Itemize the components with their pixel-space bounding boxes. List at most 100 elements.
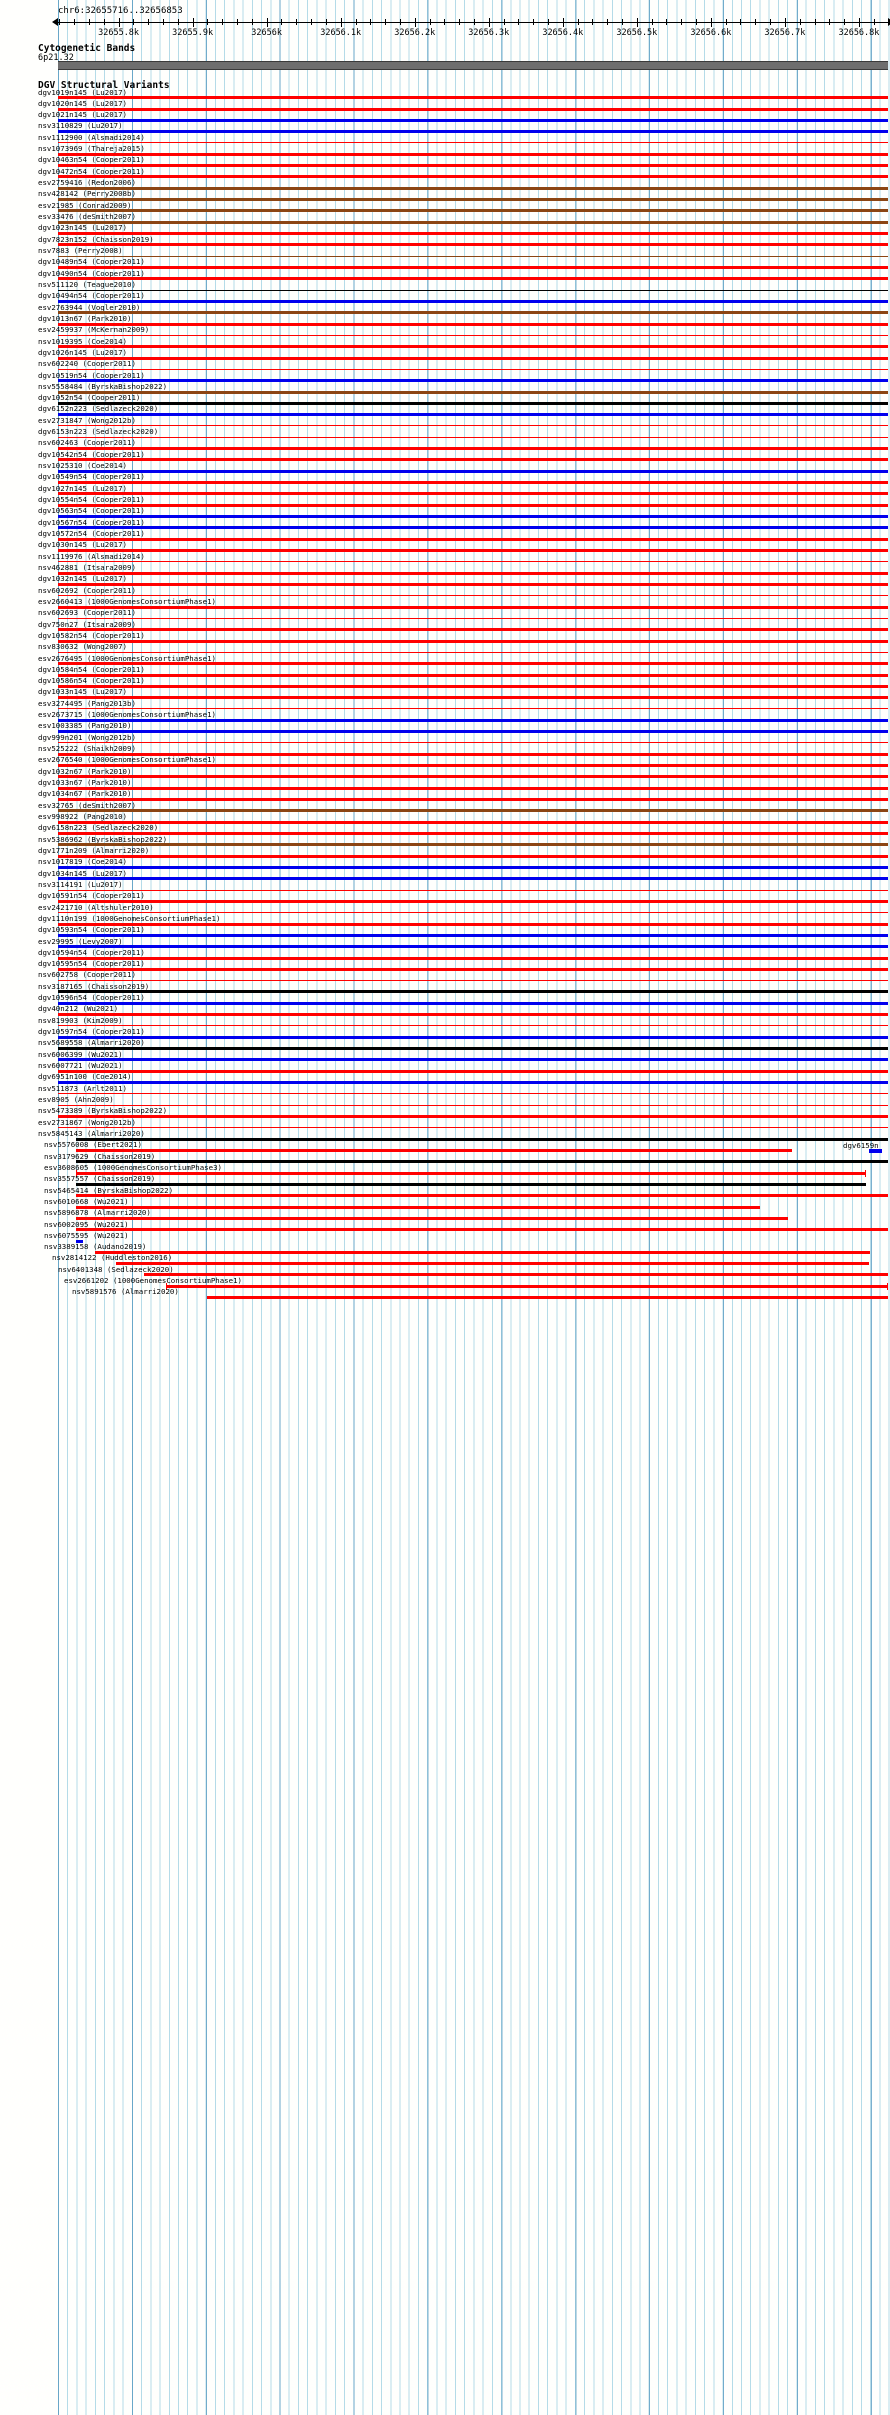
variant-feature-bar[interactable] — [58, 107, 888, 111]
variant-track-row[interactable]: esv8905 (Ahn2009) — [0, 1095, 890, 1107]
variant-feature-bar[interactable] — [58, 651, 888, 653]
variant-track-row[interactable]: dgv999n201 (Wong2012b) — [0, 733, 890, 745]
variant-track-row[interactable]: dgv10596n54 (Cooper2011) — [0, 994, 890, 1005]
variant-track-row[interactable]: esv2763944 (Vogler2010) — [0, 303, 890, 315]
variant-track-row[interactable]: dgv10554n54 (Cooper2011) — [0, 496, 890, 507]
variant-track-row[interactable]: nsv511120 (Teague2010) — [0, 280, 890, 292]
variant-feature-bar[interactable] — [76, 1239, 83, 1243]
variant-feature-bar[interactable] — [58, 447, 888, 451]
variant-feature-bar[interactable] — [58, 798, 888, 802]
variant-track-row[interactable]: dgv10595n54 (Cooper2011) — [0, 960, 890, 971]
variant-track-row[interactable]: nsv5896878 (Almarri2020) — [0, 1209, 890, 1220]
variant-track-row[interactable]: nsv6006399 (Wu2021) — [0, 1050, 890, 1062]
variant-track-row[interactable]: esv2660413 (1000GenomesConsortiumPhase1) — [0, 597, 890, 609]
variant-feature-bar[interactable] — [58, 379, 888, 383]
variant-track-row[interactable]: dgv10593n54 (Cooper2011) — [0, 926, 890, 937]
variant-feature-bar[interactable] — [76, 1228, 888, 1232]
variant-feature-bar[interactable] — [58, 889, 888, 891]
variant-track-row[interactable]: nsv602693 (Cooper2011) — [0, 609, 890, 620]
variant-feature-bar[interactable] — [76, 1182, 866, 1186]
variant-feature-bar[interactable] — [58, 832, 888, 836]
ruler-arrow-right-icon[interactable] — [888, 18, 890, 26]
variant-feature-bar[interactable] — [58, 605, 888, 609]
variant-feature-bar[interactable] — [58, 345, 888, 349]
variant-feature-bar[interactable] — [58, 1025, 888, 1027]
variant-track-row[interactable]: dgv1023n145 (Lu2017) — [0, 224, 890, 236]
variant-track-row[interactable]: dgv1052n54 (Cooper2011) — [0, 394, 890, 405]
variant-track-row[interactable]: dgv1027n145 (Lu2017) — [0, 484, 890, 496]
variant-feature-bar[interactable] — [58, 481, 888, 485]
variant-feature-bar[interactable] — [58, 718, 888, 722]
variant-feature-bar[interactable] — [76, 1205, 761, 1209]
variant-feature-bar[interactable] — [58, 232, 888, 236]
variant-feature-bar[interactable] — [58, 730, 888, 734]
variant-feature-bar[interactable] — [58, 152, 888, 156]
variant-feature-bar[interactable] — [58, 662, 888, 666]
variant-track-row[interactable]: dgv10472n54 (Cooper2011) — [0, 167, 890, 179]
variant-feature-bar[interactable] — [58, 289, 888, 291]
variant-feature-bar[interactable] — [58, 933, 888, 937]
variant-track-row[interactable]: dgv10563n54 (Cooper2011) — [0, 507, 890, 519]
variant-feature-bar[interactable] — [58, 458, 888, 462]
variant-track-row[interactable]: nsv3389158 (Audano2019) — [0, 1243, 890, 1254]
variant-track-row[interactable]: dgv40n212 (Wu2021) — [0, 1005, 890, 1017]
variant-feature-bar[interactable] — [58, 220, 888, 224]
variant-track-row[interactable]: dgv1771n209 (Almarri2020) — [0, 846, 890, 858]
variant-track-row[interactable]: nsv3187165 (Chaisson2019) — [0, 982, 890, 994]
variant-track-row[interactable]: nsv830632 (Wong2007) — [0, 643, 890, 654]
variant-track-row[interactable]: esv3274495 (Pang2013b) — [0, 699, 890, 711]
coordinate-ruler[interactable]: 32655.8k 32655.9k 32656k 32656.1k 32656.2k 32… — [52, 18, 890, 40]
variant-feature-bar[interactable] — [58, 175, 888, 179]
variant-feature-bar[interactable] — [144, 1273, 888, 1277]
variant-track-row[interactable]: nsv1112900 (Alsmadi2014) — [0, 133, 890, 145]
variant-feature-bar[interactable] — [58, 967, 888, 971]
variant-track-row[interactable]: nsv5473389 (ByrskaBishop2022) — [0, 1107, 890, 1119]
variant-feature-bar[interactable] — [95, 1250, 870, 1254]
cytogenetic-band-bar[interactable] — [58, 61, 888, 70]
variant-feature-bar[interactable] — [58, 1127, 888, 1129]
variant-track-row[interactable]: nsv462881 (Itsara2009) — [0, 563, 890, 575]
variant-track-row[interactable]: dgv6951n100 (Coe2014) — [0, 1073, 890, 1085]
variant-track-row[interactable]: dgv1033n145 (Lu2017) — [0, 688, 890, 700]
variant-track-row[interactable]: esv2673715 (1000GenomesConsortiumPhase1) — [0, 711, 890, 722]
variant-track-row[interactable]: esv2661202 (1000GenomesConsortiumPhase1) — [0, 1277, 890, 1290]
variant-track-row[interactable]: nsv6002095 (Wu2021) — [0, 1220, 890, 1232]
variant-track-row[interactable]: dgv10586n54 (Cooper2011) — [0, 677, 890, 688]
variant-feature-bar[interactable] — [58, 595, 888, 597]
variant-track-row[interactable]: nsv602692 (Cooper2011) — [0, 586, 890, 598]
variant-track-row[interactable]: nsv3114191 (Lu2017) — [0, 880, 890, 892]
variant-feature-bar[interactable] — [58, 1081, 888, 1085]
variant-track-row[interactable]: nsv5845143 (Almarri2020) — [0, 1129, 890, 1141]
variant-feature-bar[interactable] — [58, 1115, 888, 1119]
variant-feature-bar[interactable] — [58, 843, 888, 847]
variant-track-row[interactable]: nsv5891576 (Almarri2020) — [0, 1288, 890, 1300]
variant-track-row[interactable]: nsv1019395 (Coe2014) — [0, 337, 890, 349]
variant-track-row[interactable]: dgv1110n199 (1000GenomesConsortiumPhase1… — [0, 914, 890, 926]
variant-track-row[interactable]: dgv1019n145 (Lu2017) — [0, 88, 890, 100]
variant-feature-bar[interactable] — [58, 243, 888, 247]
variant-track-row[interactable]: dgv6152n223 (Sedlazeck2020) — [0, 405, 890, 417]
variant-feature-bar[interactable] — [58, 198, 888, 202]
variant-track-row[interactable]: esv2731847 (Wong2012b) — [0, 416, 890, 428]
variant-feature-bar[interactable] — [58, 899, 888, 903]
variant-feature-bar[interactable] — [116, 1262, 869, 1266]
variant-track-row[interactable]: dgv1021n145 (Lu2017) — [0, 111, 890, 122]
variant-feature-bar[interactable] — [58, 854, 888, 858]
variant-track-row[interactable]: esv2676540 (1000GenomesConsortiumPhase1) — [0, 756, 890, 768]
variant-feature-bar[interactable] — [58, 1093, 888, 1095]
variant-track-row[interactable]: nsv5576008 (Ebert2021) — [0, 1141, 890, 1152]
variant-track-row[interactable]: nsv602758 (Cooper2011) — [0, 971, 890, 982]
variant-track-row[interactable]: nsv525222 (Shaikh2009) — [0, 745, 890, 756]
variant-feature-bar[interactable] — [58, 537, 888, 541]
variant-feature-bar[interactable] — [58, 368, 888, 370]
variant-feature-bar[interactable] — [76, 1169, 867, 1177]
variant-feature-bar[interactable] — [58, 820, 888, 824]
variant-feature-bar[interactable] — [58, 209, 888, 213]
variant-track-row[interactable]: nsv819903 (Kim2009) — [0, 1016, 890, 1028]
variant-track-row[interactable]: dgv6153n223 (Sedlazeck2020) — [0, 428, 890, 439]
variant-track-row[interactable]: dgv7823n152 (Chaisson2019) — [0, 235, 890, 247]
variant-feature-bar[interactable] — [58, 503, 888, 507]
variant-feature-bar[interactable] — [58, 277, 888, 281]
variant-feature-bar[interactable] — [58, 390, 888, 394]
variant-track-row[interactable]: dgv1033n67 (Park2010) — [0, 779, 890, 790]
